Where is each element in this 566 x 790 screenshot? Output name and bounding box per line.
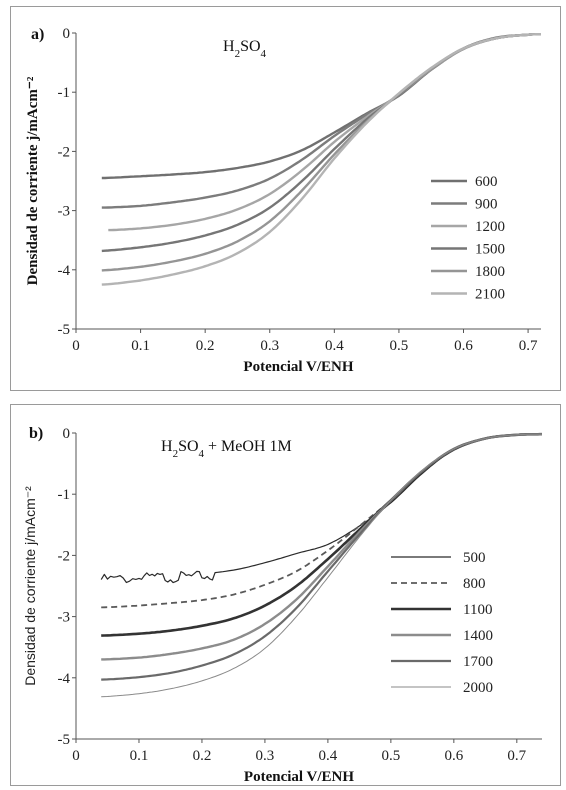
x-tick-label: 0.7 — [507, 748, 526, 764]
y-tick-label: -1 — [58, 487, 71, 503]
y-tick-label: -5 — [58, 322, 71, 338]
legend-label-1800: 1800 — [475, 264, 505, 280]
legend-label-500: 500 — [463, 550, 486, 566]
legend-label-1400: 1400 — [463, 628, 493, 644]
y-tick-label: -3 — [58, 204, 71, 220]
x-axis-title: Potencial V/ENH — [244, 769, 354, 785]
legend-label-2100: 2100 — [475, 287, 505, 303]
y-tick-label: -2 — [58, 144, 71, 160]
series-line-2100 — [101, 33, 542, 286]
electrolyte-annotation: H2SO4 — [223, 38, 267, 60]
y-tick-label: -1 — [58, 85, 71, 101]
chart-panel-b: 0 -1 -2 -3 -4 -5 0 0.1 0.2 0.3 0.4 0.5 0.6 0.7 Potenci… — [10, 404, 561, 786]
x-tick-label: 0.7 — [519, 338, 538, 354]
x-tick-label: 0 — [72, 338, 80, 354]
legend-label-1500: 1500 — [475, 242, 505, 258]
y-tick-label: -3 — [58, 610, 71, 626]
x-tick-label: 0.4 — [319, 748, 338, 764]
legend-label-1700: 1700 — [463, 654, 493, 670]
chart-a-svg: 0-1-2-3-4-50 0.1 0.2 0.3 0.4 0.5 0.6 0.7Potenci… — [25, 26, 542, 375]
panel-label: b) — [29, 425, 43, 442]
legend-label-900: 900 — [475, 197, 498, 213]
y-tick-label: 0 — [63, 426, 71, 442]
y-axis-title: Densidad de corriente j/mAcm⁻² — [22, 486, 38, 686]
legend-label-1100: 1100 — [463, 602, 492, 618]
y-tick-label: -5 — [58, 732, 71, 748]
y-tick-label: -4 — [58, 671, 71, 687]
electrolyte-annotation: H2SO4 + MeOH 1M — [161, 438, 292, 460]
x-tick-label: 0 — [72, 748, 80, 764]
x-tick-label: 0.3 — [256, 748, 275, 764]
x-tick-label: 0.1 — [131, 338, 150, 354]
y-tick-label: -4 — [58, 263, 71, 279]
legend-label-800: 800 — [463, 576, 486, 592]
legend-label-1200: 1200 — [475, 219, 505, 235]
x-tick-label: 0.2 — [196, 338, 215, 354]
x-tick-label: 0.2 — [193, 748, 212, 764]
x-tick-label: 0.1 — [130, 748, 149, 764]
x-tick-label: 0.5 — [390, 338, 409, 354]
x-tick-label: 0.6 — [454, 338, 473, 354]
series-line-2000 — [101, 433, 542, 698]
legend-label-2000: 2000 — [463, 680, 493, 696]
y-axis-title: Densidad de corriente j/mAcm⁻² — [25, 76, 41, 285]
x-tick-label: 0.5 — [381, 748, 400, 764]
x-tick-label: 0.4 — [325, 338, 344, 354]
legend-label-600: 600 — [475, 174, 498, 190]
series-line-600 — [101, 33, 542, 180]
x-axis-title: Potencial V/ENH — [243, 359, 353, 375]
chart-panel-a: 0 -1 -2 -3 -4 -5 0 0.1 0.2 0.3 0.4 0.5 0.6 0.7 Potenci… — [10, 6, 561, 391]
chart-b-svg: 0-1-2-3-4-50 0.1 0.2 0.3 0.4 0.5 0.6 0.7Potenci… — [22, 425, 542, 785]
y-tick-label: 0 — [63, 26, 71, 42]
panel-label: a) — [31, 26, 44, 43]
y-tick-label: -2 — [58, 548, 71, 564]
x-tick-label: 0.3 — [260, 338, 279, 354]
x-tick-label: 0.6 — [444, 748, 463, 764]
